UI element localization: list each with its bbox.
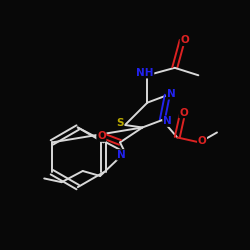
Text: S: S bbox=[116, 118, 124, 128]
Text: O: O bbox=[180, 36, 189, 46]
Text: N: N bbox=[117, 150, 126, 160]
Text: N: N bbox=[163, 116, 172, 126]
Text: N: N bbox=[166, 89, 175, 99]
Text: O: O bbox=[179, 108, 188, 118]
Text: O: O bbox=[97, 131, 106, 141]
Text: NH: NH bbox=[136, 68, 154, 78]
Text: O: O bbox=[198, 136, 206, 146]
